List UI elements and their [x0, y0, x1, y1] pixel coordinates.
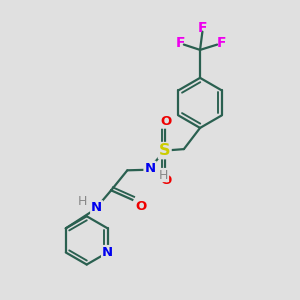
Text: H: H	[78, 195, 87, 208]
Text: F: F	[175, 36, 185, 50]
Text: H: H	[159, 169, 169, 182]
Text: O: O	[161, 115, 172, 128]
Text: N: N	[102, 246, 113, 259]
Text: N: N	[91, 201, 102, 214]
Text: F: F	[198, 21, 207, 35]
Text: N: N	[144, 162, 156, 175]
Text: O: O	[161, 173, 172, 187]
Text: F: F	[217, 36, 226, 50]
Text: O: O	[136, 200, 147, 213]
Text: S: S	[159, 143, 170, 158]
